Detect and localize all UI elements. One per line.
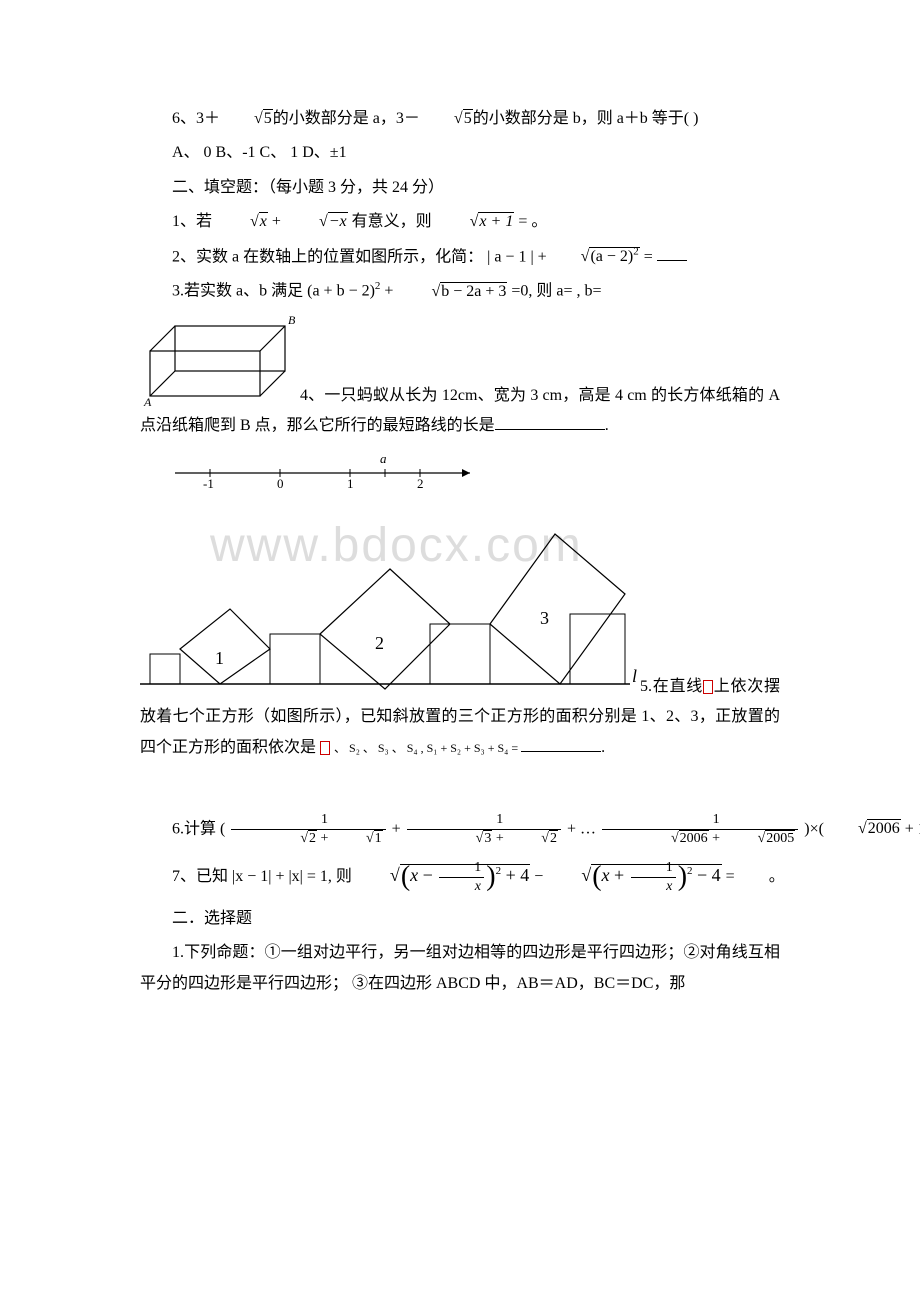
f2-abs: | a − 1 | + xyxy=(487,248,547,265)
f7-num2: 1 xyxy=(631,859,676,878)
fill-6: 6.计算 ( 12 + 1 + 13 + 2 + … 12006 + 2005 … xyxy=(140,811,780,848)
numberline-figure: -1 0 1 2 a xyxy=(170,448,780,488)
q6-text-a: 6、3＋ xyxy=(172,110,220,127)
f7-a: 7、已知 xyxy=(172,868,228,885)
broken-image-icon-2 xyxy=(320,741,330,755)
mc-1: 1.下列命题：①一组对边平行，另一组对边相等的四边形是平行四边形；②对角线互相平… xyxy=(140,938,780,999)
f1-b: 有意义，则 xyxy=(352,213,432,230)
svg-text:3: 3 xyxy=(540,608,549,628)
f2-a: 2、实数 a 在数轴上的位置如图所示，化简： xyxy=(172,248,483,265)
f6-d2b: 2 xyxy=(549,830,558,846)
fill-2: 2、实数 a 在数轴上的位置如图所示，化简： | a − 1 | + (a − 2… xyxy=(140,242,780,273)
f3-plus: + xyxy=(380,283,397,300)
f2-pow: 2 xyxy=(633,246,639,258)
f3-expr1: (a + b − 2) xyxy=(307,283,375,300)
f6-n3: 1 xyxy=(602,811,798,830)
f6-n2: 1 xyxy=(407,811,561,830)
f6-d2a: 3 xyxy=(483,830,492,846)
f1-sqrt-negx: −x xyxy=(328,212,348,230)
f5-a: 5.在直线 xyxy=(640,678,703,695)
f4-text: 4、一只蚂蚁从长为 12cm、宽为 3 cm，高是 4 cm 的长方体纸箱的 A… xyxy=(140,387,780,434)
f6-close: )×( xyxy=(804,820,824,837)
f6-d1b: 1 xyxy=(374,830,383,846)
f4-blank xyxy=(495,413,605,430)
svg-text:0: 0 xyxy=(277,476,284,488)
q6-sqrt-5a: 5 xyxy=(263,109,273,127)
q6-sqrt-5b: 5 xyxy=(463,109,473,127)
f6-d3a: 2006 xyxy=(679,830,709,846)
mc-title: 二．选择题 xyxy=(140,904,780,934)
svg-text:1: 1 xyxy=(215,648,224,668)
f5-punct: . xyxy=(601,739,605,756)
f6-dots: + … xyxy=(567,820,600,837)
q6-options: A、 0 B、-1 C、 1 D、±1 xyxy=(140,138,780,168)
f7-plus4: + 4 xyxy=(501,865,529,885)
section-2-title: 二、填空题：（每小题 3 分，共 24 分） xyxy=(140,173,780,203)
svg-text:-1: -1 xyxy=(203,476,214,488)
f3-eq: =0, 则 a= , b= xyxy=(507,283,601,300)
svg-text:2: 2 xyxy=(375,633,384,653)
fill-4: 4、一只蚂蚁从长为 12cm、宽为 3 cm，高是 4 cm 的长方体纸箱的 A… xyxy=(140,381,780,442)
f6-label: 6.计算 ( xyxy=(172,820,225,837)
f1-sqrt-x1: x + 1 xyxy=(478,212,514,230)
f7-den2: x xyxy=(631,878,676,896)
f1-c: = 。 xyxy=(518,213,547,230)
f3-a: 3.若实数 a、b 满足 xyxy=(172,283,303,300)
svg-text:2: 2 xyxy=(417,476,424,488)
f6-n1: 1 xyxy=(231,811,385,830)
f2-sqrt-arg: (a − 2) xyxy=(590,248,633,265)
fill-7: 7、已知 |x − 1| + |x| = 1, 则 (x − 1x)2 + 4 … xyxy=(140,858,780,896)
f2-eq: = xyxy=(640,248,657,265)
q6-text-b: 的小数部分是 a，3－ xyxy=(273,110,420,127)
fill-5: 5.在直线上依次摆放着七个正方形（如图所示），已知斜放置的三个正方形的面积分别是… xyxy=(140,672,780,763)
f2-blank xyxy=(657,244,687,261)
f6-d1a: 2 xyxy=(308,830,317,846)
f7-eq: = xyxy=(726,868,739,885)
f5-blank xyxy=(521,735,601,752)
question-6: 6、3＋5的小数部分是 a，3－5的小数部分是 b，则 a＋b 等于( ) xyxy=(140,104,780,134)
f1-sqrt-x: x xyxy=(259,212,268,230)
f6-final-sqrt: 2006 xyxy=(867,819,901,837)
f7-num1: 1 xyxy=(439,859,484,878)
f7-den1: x xyxy=(439,878,484,896)
f7-then: 则 xyxy=(336,868,352,885)
seven-squares-figure: 1 2 3 l xyxy=(140,504,780,694)
f1-a: 1、若 xyxy=(172,213,212,230)
f6-plus1: + xyxy=(392,820,405,837)
fill-1: 1、若 x + −x 有意义，则 x + 1 = 。 xyxy=(140,207,780,237)
f6-last: + 1)= xyxy=(901,820,920,837)
f3-sqrt: b − 2a + 3 xyxy=(440,282,507,300)
q6-text-c: 的小数部分是 b，则 a＋b 等于( ) xyxy=(473,110,699,127)
f7-minus4: − 4 xyxy=(693,865,721,885)
svg-text:a: a xyxy=(380,451,387,466)
cuboid-label-b: B xyxy=(288,313,296,327)
broken-image-icon xyxy=(703,680,713,694)
svg-text:1: 1 xyxy=(347,476,354,488)
fill-3: 3.若实数 a、b 满足 (a + b − 2)2 + b − 2a + 3 =… xyxy=(140,276,780,307)
f4-punct: . xyxy=(605,417,609,434)
f7-punct: 。 xyxy=(769,868,785,885)
f6-d3b: 2005 xyxy=(765,830,795,846)
f5-slist: 、 S₂ 、 S₃ 、 S₄ , S₁ + S₂ + S₃ + S₄ = xyxy=(334,741,521,755)
f7-abs: |x − 1| + |x| = 1, xyxy=(232,868,332,885)
